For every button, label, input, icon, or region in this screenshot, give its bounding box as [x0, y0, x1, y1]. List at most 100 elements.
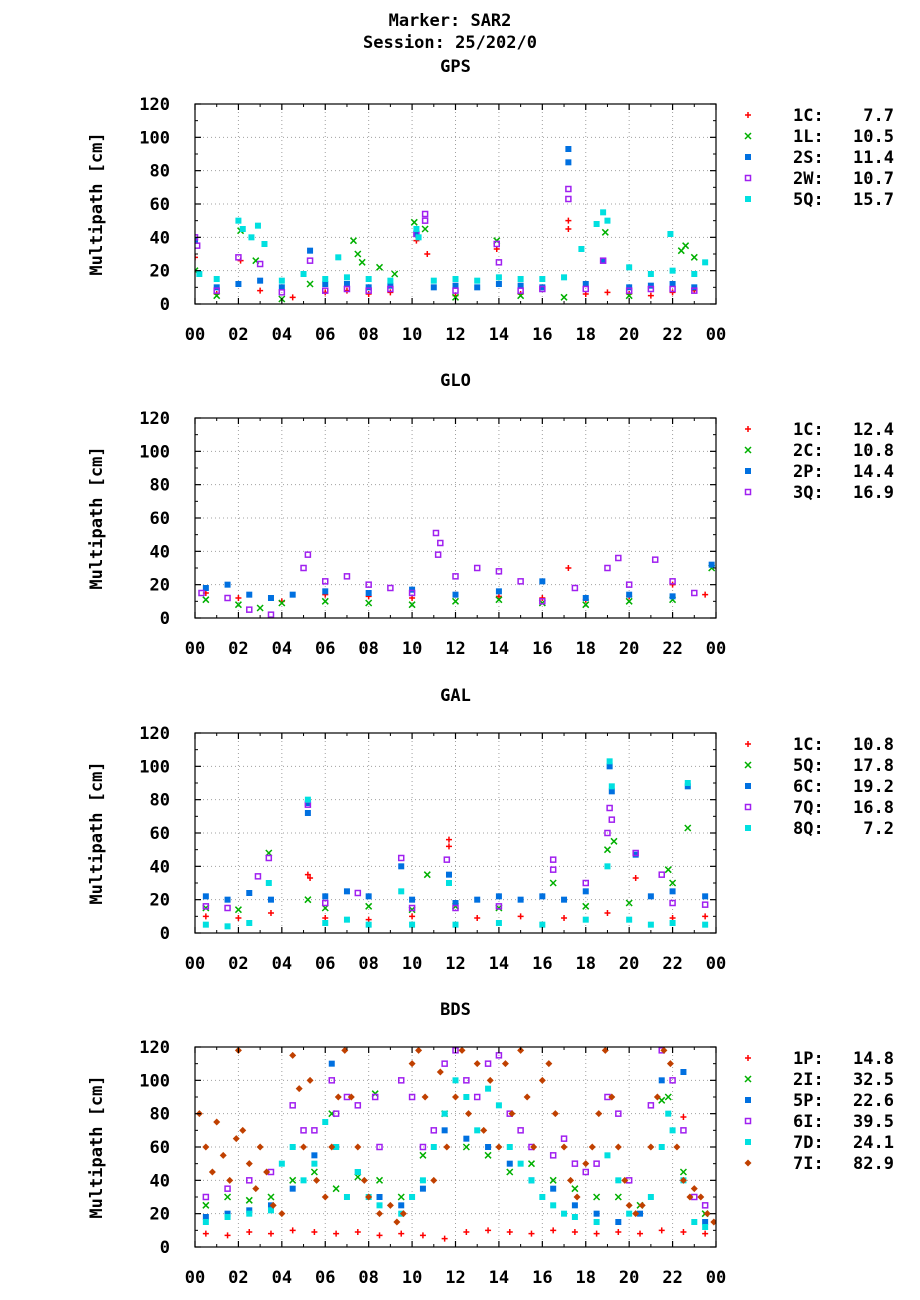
legend-item-7d: 7D: 24.1: [745, 1133, 894, 1153]
data-point-6i: [354, 1102, 362, 1109]
data-point-5p: [615, 1219, 622, 1225]
data-point-1c: [445, 843, 452, 850]
data-point-2s: [365, 284, 372, 291]
data-point-5p: [311, 1152, 318, 1159]
data-point-5p: [419, 1185, 426, 1192]
data-point-2i: [224, 1193, 232, 1201]
data-point-7q: [495, 903, 503, 910]
data-point-6c: [343, 888, 350, 895]
data-point-2p: [452, 591, 459, 598]
series-2p: [202, 561, 715, 601]
legend-item-2s: 2S: 11.4: [745, 148, 894, 168]
data-point-7q: [354, 889, 362, 897]
legend-marker: [744, 446, 752, 454]
data-point-7q: [604, 829, 611, 837]
data-point-7q: [582, 879, 589, 887]
data-point-7d: [376, 1202, 383, 1209]
data-point-2c: [582, 601, 590, 609]
legend-value: 24.1: [853, 1133, 894, 1153]
data-point-7i: [508, 1110, 516, 1118]
data-point-2p: [669, 593, 676, 600]
legend-marker: [744, 761, 752, 769]
data-point-2i: [527, 1160, 536, 1168]
data-point-3q: [473, 564, 481, 572]
data-point-7i: [436, 1068, 444, 1076]
data-point-7i: [545, 1060, 553, 1068]
y-tick-label: 100: [139, 757, 170, 777]
data-point-6i: [289, 1102, 296, 1109]
x-tick-label: 08: [358, 639, 378, 659]
data-point-1l: [682, 242, 690, 250]
legend-marker: [744, 1117, 752, 1125]
data-point-5q: [600, 209, 607, 216]
y-tick-label: 120: [139, 95, 170, 115]
series-1l: [195, 218, 698, 303]
data-point-2w: [278, 289, 286, 296]
data-point-7i: [334, 1093, 342, 1101]
x-tick-label: 18: [576, 1268, 596, 1288]
data-point-7i: [399, 1210, 407, 1218]
data-point-5q: [582, 902, 590, 910]
data-point-1l: [349, 237, 358, 245]
data-point-1c: [565, 217, 572, 224]
data-point-2s: [582, 281, 589, 287]
data-point-5q: [452, 276, 459, 282]
legend: 1P: 14.8 2I: 32.5 5P: 22.6 6I: 39.5 7D: 24.1 7I: 82…: [744, 1049, 894, 1174]
x-tick-label: 06: [315, 1268, 335, 1288]
data-point-5p: [506, 1160, 513, 1167]
data-point-7d: [669, 1127, 676, 1134]
data-point-7i: [595, 1110, 603, 1118]
data-point-7q: [701, 901, 709, 908]
data-point-7d: [593, 1219, 600, 1225]
data-point-7q: [549, 856, 557, 863]
data-point-7i: [560, 1143, 568, 1151]
x-tick-label: 20: [619, 325, 639, 345]
x-tick-label: 02: [228, 954, 248, 974]
data-point-6i: [680, 1127, 687, 1134]
data-point-2i: [397, 1193, 405, 1201]
data-point-5q: [549, 879, 557, 887]
data-point-1c: [365, 291, 372, 297]
data-point-7d: [561, 1210, 568, 1217]
data-point-7d: [604, 1152, 611, 1159]
data-point-2w: [495, 259, 503, 266]
legend-value: 10.5: [853, 127, 894, 147]
data-point-7i: [710, 1218, 716, 1226]
data-point-5q: [578, 246, 585, 252]
data-point-2s: [387, 282, 394, 289]
data-point-1c: [517, 913, 524, 920]
data-point-2i: [289, 1176, 297, 1184]
data-points: [202, 758, 709, 930]
data-point-7q: [322, 899, 329, 907]
data-point-7q: [408, 904, 416, 912]
data-points: [195, 146, 709, 303]
data-point-3q: [571, 584, 579, 592]
legend-label: 7I:: [793, 1154, 824, 1174]
data-point-2p: [409, 586, 416, 593]
data-point-5p: [571, 1202, 578, 1209]
data-point-7i: [638, 1201, 646, 1209]
data-point-5q: [365, 902, 373, 910]
x-tick-label: 12: [445, 639, 465, 659]
data-point-7i: [252, 1185, 260, 1193]
data-point-6i: [332, 1110, 340, 1117]
data-point-8q: [684, 780, 691, 786]
data-point-7i: [295, 1085, 303, 1093]
data-point-7i: [376, 1210, 384, 1218]
series-2c: [202, 564, 716, 612]
legend-item-3q: 3Q: 16.9: [744, 483, 894, 503]
data-point-7q: [632, 849, 639, 857]
data-point-2w: [599, 257, 607, 264]
x-tick-label: 00: [706, 325, 726, 345]
data-point-6i: [441, 1060, 448, 1067]
data-point-5p: [485, 1144, 492, 1150]
y-tick-label: 100: [139, 128, 170, 148]
data-point-6i: [311, 1127, 318, 1134]
data-point-7i: [666, 1060, 674, 1068]
data-point-7d: [506, 1144, 513, 1150]
data-point-1p: [550, 1227, 557, 1234]
x-tick-label: 14: [489, 325, 509, 345]
data-point-2w: [213, 287, 220, 294]
y-tick-label: 120: [139, 724, 170, 744]
data-point-3q: [615, 554, 622, 562]
